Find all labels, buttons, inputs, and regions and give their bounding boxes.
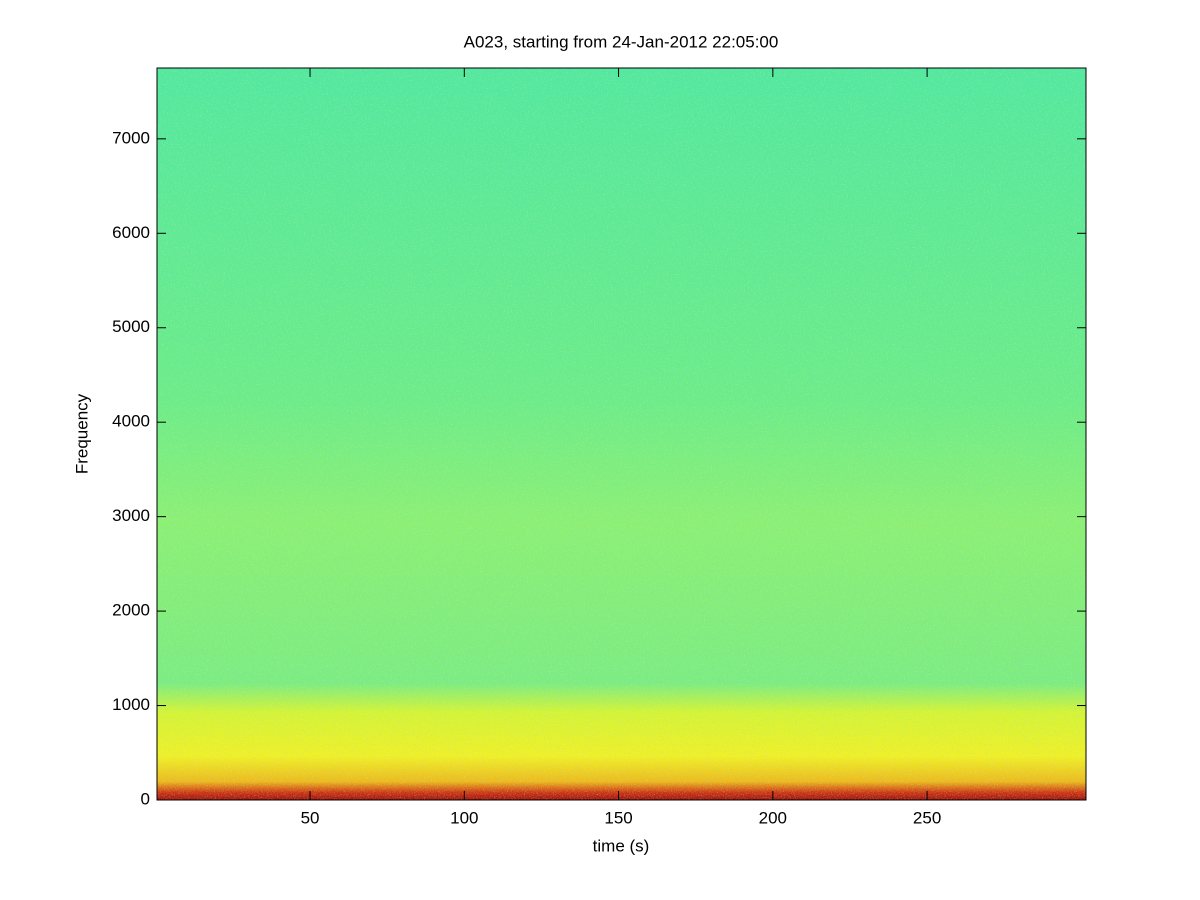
x-tick-label: 200 <box>759 808 787 827</box>
y-tick-label: 4000 <box>112 412 150 431</box>
y-tick-label: 7000 <box>112 128 150 147</box>
y-tick-label: 5000 <box>112 317 150 336</box>
x-tick-label: 150 <box>604 808 632 827</box>
y-tick-label: 3000 <box>112 506 150 525</box>
x-tick-label: 250 <box>913 808 941 827</box>
chart-title: A023, starting from 24-Jan-2012 22:05:00 <box>464 32 779 51</box>
y-tick-label: 1000 <box>112 695 150 714</box>
plot-area <box>156 67 1087 801</box>
y-tick-label: 2000 <box>112 601 150 620</box>
plot-frame <box>156 67 1087 801</box>
y-axis-label: Frequency <box>72 393 91 474</box>
x-axis-label: time (s) <box>593 836 650 855</box>
y-tick-label: 0 <box>141 789 150 808</box>
x-tick-label: 100 <box>450 808 478 827</box>
y-tick-label: 6000 <box>112 223 150 242</box>
x-tick-label: 50 <box>301 808 320 827</box>
spectrogram-texture <box>157 68 1086 800</box>
